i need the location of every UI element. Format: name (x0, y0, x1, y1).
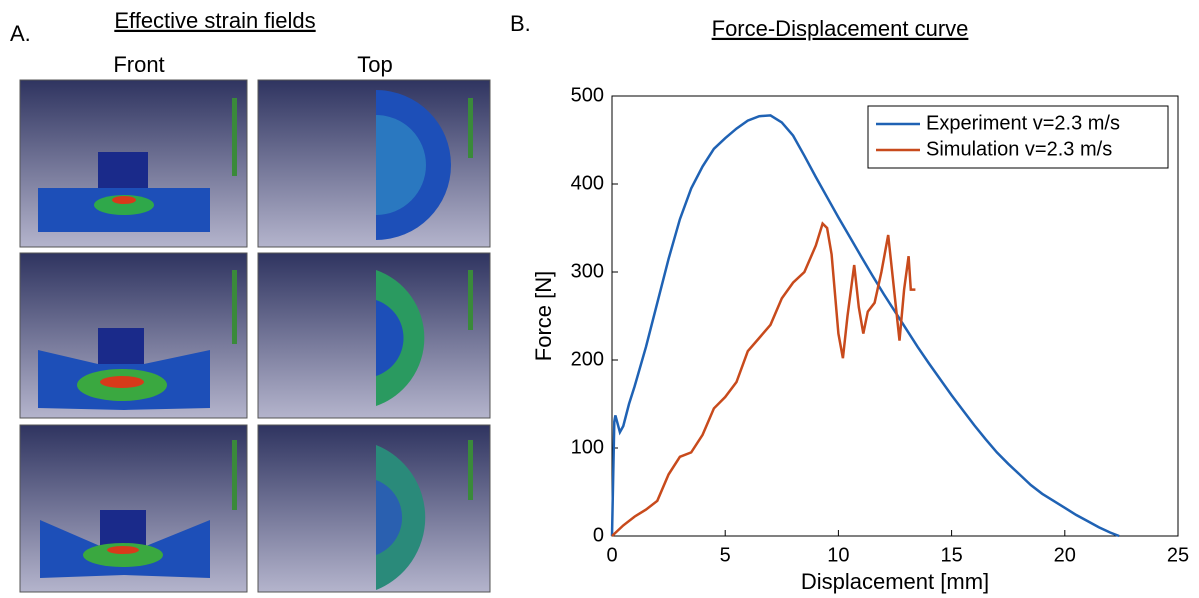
data-line (610, 114, 1120, 538)
y-tick-label: 0 (593, 524, 604, 546)
column-label: Front (113, 52, 164, 77)
x-tick-label: 25 (1167, 544, 1189, 566)
line-chart: Force-Displacement curve Displacement [m… (531, 16, 989, 594)
y-tick-label: 400 (571, 172, 604, 194)
front-view (19, 252, 248, 419)
x-tick-label: 20 (1054, 544, 1076, 566)
legend-box (867, 105, 1169, 169)
column-label: Top (357, 52, 392, 77)
legend-label: Experiment v=2.3 m/s (926, 112, 1120, 134)
y-axis-label: Force [N] (531, 271, 556, 361)
y-tick-label: 500 (571, 84, 604, 106)
x-axis-label: Displacement [mm] (801, 569, 989, 594)
top-view (257, 424, 491, 593)
top-view (257, 79, 491, 248)
x-tick-label: 0 (606, 544, 617, 566)
y-tick-label: 300 (571, 260, 604, 282)
panel-title: Effective strain fields (114, 8, 315, 33)
x-tick-label: 10 (827, 544, 849, 566)
plot-frame (611, 95, 1179, 537)
y-tick-label: 200 (571, 348, 604, 370)
x-tick-label: 15 (940, 544, 962, 566)
legend-label: Simulation v=2.3 m/s (926, 138, 1112, 160)
panel-label: B. (510, 11, 531, 36)
data-line (611, 221, 916, 537)
chart-title: Force-Displacement curve (712, 16, 969, 41)
front-view (19, 424, 248, 593)
y-tick-label: 100 (571, 436, 604, 458)
x-tick-label: 5 (720, 544, 731, 566)
top-view (257, 252, 491, 419)
panel-label: A. (10, 21, 31, 46)
front-view (19, 79, 248, 248)
